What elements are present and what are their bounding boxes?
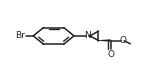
Text: O: O: [119, 36, 126, 45]
Text: N: N: [85, 31, 91, 40]
Polygon shape: [98, 40, 111, 41]
Text: Br: Br: [15, 31, 25, 40]
Text: O: O: [108, 50, 115, 59]
